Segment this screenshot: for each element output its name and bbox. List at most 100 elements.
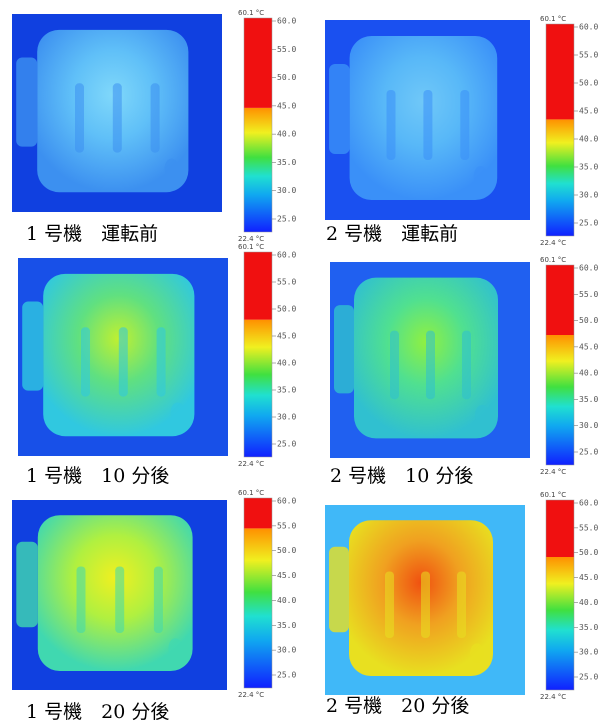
colorbar-tick-label: 40.0 (277, 130, 296, 139)
thermal-flange (16, 542, 38, 628)
colorbar-alarm (244, 18, 272, 108)
colorbar-min: 22.4 °C (238, 460, 264, 468)
colorbar-tick-label: 25.0 (277, 215, 296, 224)
colorbar-min: 22.4 °C (238, 235, 264, 243)
thermal-rib (77, 567, 86, 634)
thermal-rib (423, 90, 432, 160)
colorbar-tick-label: 50.0 (277, 73, 296, 82)
colorbar-tick-label: 45.0 (579, 573, 598, 582)
colorbar-tick-label: 50.0 (277, 546, 296, 555)
colorbar-tick-label: 45.0 (277, 571, 296, 580)
colorbar-tick-label: 55.0 (579, 51, 598, 60)
colorbar-tick-label: 30.0 (277, 646, 296, 655)
colorbar-tick-label: 55.0 (579, 523, 598, 532)
thermal-rib (426, 331, 435, 400)
thermal-flange (334, 305, 354, 393)
colorbar-tick-label: 25.0 (579, 673, 598, 682)
colorbar-tick-label: 60.0 (277, 17, 296, 26)
colorbar-tick-label: 60.0 (579, 499, 598, 508)
thermal-boss (168, 638, 182, 658)
colorbar-tick-label: 25.0 (277, 440, 296, 449)
colorbar-tick-label: 25.0 (277, 671, 296, 680)
thermal-flange (22, 302, 43, 391)
colorbar-tick-label: 45.0 (277, 101, 296, 110)
colorbar-tick-label: 30.0 (579, 191, 598, 200)
colorbar-tick-label: 60.0 (579, 23, 598, 32)
caption: 1 号機 10 分後 (26, 465, 169, 487)
colorbar-tick-label: 55.0 (277, 278, 296, 287)
colorbar-tick-label: 25.0 (579, 448, 598, 457)
colorbar-tick-label: 50.0 (579, 548, 598, 557)
colorbar-max: 60.1 °C (540, 15, 566, 23)
thermal-flange (16, 58, 37, 147)
colorbar-max: 60.1 °C (540, 491, 566, 499)
colorbar-gradient (546, 119, 574, 236)
thermal-flange (329, 547, 349, 633)
colorbar-gradient (244, 108, 272, 232)
colorbar-max: 60.1 °C (540, 256, 566, 264)
colorbar-tick-label: 55.0 (277, 45, 296, 54)
caption: 1 号機 20 分後 (26, 701, 169, 723)
colorbar-alarm (244, 498, 272, 528)
colorbar-tick-label: 30.0 (579, 421, 598, 430)
colorbar-tick-label: 55.0 (277, 521, 296, 530)
colorbar-tick-label: 35.0 (579, 623, 598, 632)
thermal-rib (75, 83, 84, 152)
caption: 2 号機 10 分後 (330, 465, 473, 487)
colorbar-alarm (546, 24, 574, 119)
colorbar-tick-label: 60.0 (277, 497, 296, 506)
colorbar-tick-label: 35.0 (579, 395, 598, 404)
caption: 1 号機 運転前 (26, 223, 158, 245)
thermal-rib (387, 90, 396, 160)
thermal-flange (329, 64, 350, 154)
colorbar-tick-label: 40.0 (579, 598, 598, 607)
thermal-rib (115, 567, 124, 634)
thermal-rib (154, 567, 163, 634)
colorbar-tick-label: 40.0 (579, 369, 598, 378)
colorbar-tick-label: 50.0 (277, 305, 296, 314)
colorbar-tick-label: 45.0 (579, 342, 598, 351)
thermal-rib (151, 83, 160, 152)
colorbar-tick-label: 60.0 (579, 264, 598, 273)
colorbar-max: 60.1 °C (238, 489, 264, 497)
figure: 1 号機 運転前60.1 °C22.4 °C60.055.050.045.040… (0, 0, 608, 726)
thermal-rib (385, 572, 394, 639)
colorbar-min: 22.4 °C (540, 239, 566, 247)
colorbar-max: 60.1 °C (238, 9, 264, 17)
colorbar-tick-label: 40.0 (277, 359, 296, 368)
colorbar-tick-label: 35.0 (579, 163, 598, 172)
colorbar-tick-label: 25.0 (579, 219, 598, 228)
colorbar-tick-label: 35.0 (277, 158, 296, 167)
caption: 2 号機 運転前 (326, 223, 458, 245)
colorbar-gradient (546, 335, 574, 465)
colorbar-tick-label: 55.0 (579, 290, 598, 299)
colorbar-max: 60.1 °C (238, 243, 264, 251)
colorbar-alarm (546, 265, 574, 335)
thermal-rib (113, 83, 122, 152)
thermal-rib (81, 327, 90, 396)
colorbar-tick-label: 35.0 (277, 621, 296, 630)
colorbar-gradient (244, 528, 272, 688)
thermal-rib (457, 572, 466, 639)
colorbar-alarm (244, 252, 272, 320)
panel: 1 号機 運転前 60.1 °C 22.4 °C 60.0 55.0 50.0 45.0 40… (12, 9, 296, 245)
thermal-boss (171, 402, 185, 422)
thermal-rib (119, 327, 128, 396)
thermal-rib (460, 90, 469, 160)
colorbar-gradient (546, 557, 574, 690)
colorbar-alarm (546, 500, 574, 557)
thermal-boss (470, 643, 484, 663)
thermal-boss (475, 405, 489, 425)
thermal-rib (421, 572, 430, 639)
thermal-rib (390, 331, 399, 400)
colorbar-tick-label: 40.0 (579, 135, 598, 144)
colorbar-tick-label: 45.0 (277, 332, 296, 341)
colorbar-tick-label: 30.0 (277, 413, 296, 422)
colorbar-tick-label: 50.0 (579, 316, 598, 325)
colorbar-tick-label: 50.0 (579, 79, 598, 88)
thermal-rib (157, 327, 166, 396)
